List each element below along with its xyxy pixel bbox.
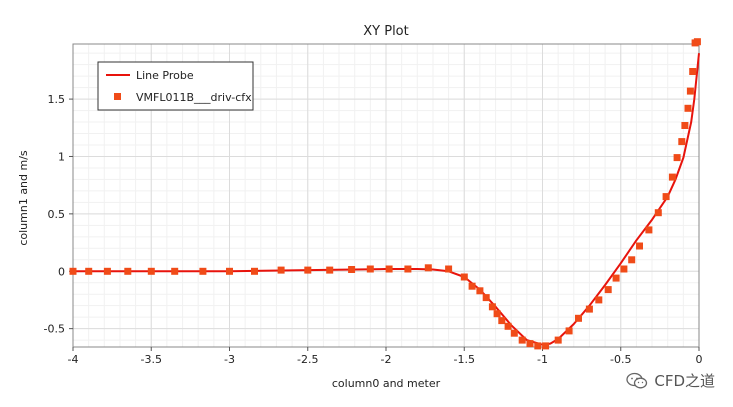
series-marker-point	[482, 294, 490, 302]
series-marker-point	[693, 38, 701, 46]
series-marker-point	[504, 322, 512, 330]
legend-box	[97, 61, 254, 111]
x-tick-label: 0	[696, 353, 703, 366]
series-marker-point	[124, 267, 132, 275]
legend-marker-swatch	[114, 93, 121, 100]
series-marker-point	[673, 154, 681, 162]
series-marker-point	[595, 296, 603, 304]
series-marker-point	[678, 138, 686, 146]
series-marker-point	[565, 327, 573, 335]
series-marker-point	[103, 267, 111, 275]
x-tick-label: -3.5	[141, 353, 162, 366]
series-marker-point	[69, 267, 77, 275]
series-marker-point	[366, 265, 374, 273]
y-tick-label: 0	[58, 265, 65, 278]
watermark-text: CFD之道	[654, 372, 715, 390]
x-tick-label: -1	[537, 353, 548, 366]
legend-label-vmfl: VMFL011B___driv-cfx	[136, 91, 252, 104]
y-tick-label: 1.5	[48, 93, 66, 106]
series-marker-point	[662, 193, 670, 201]
x-tick-label: -4	[68, 353, 79, 366]
watermark: CFD之道	[626, 370, 715, 391]
series-marker-point	[684, 104, 692, 112]
series-marker-point	[645, 226, 653, 234]
series-marker-point	[326, 266, 334, 274]
series-marker-point	[445, 265, 453, 273]
chart-title: XY Plot	[363, 24, 408, 39]
x-tick-label: -3	[224, 353, 235, 366]
series-marker-point	[404, 265, 412, 273]
series-marker-point	[686, 87, 694, 95]
series-marker-point	[510, 329, 518, 337]
series-marker-point	[304, 266, 312, 274]
legend-label-line-probe: Line Probe	[136, 69, 194, 82]
y-tick-label: 1	[58, 150, 65, 163]
y-axis-title: column1 and m/s	[17, 150, 30, 246]
series-marker-point	[612, 274, 620, 282]
series-marker-point	[620, 265, 628, 273]
series-marker-point	[498, 317, 506, 325]
series-marker-point	[460, 273, 468, 281]
y-tick-label: -0.5	[44, 323, 65, 336]
series-marker-point	[681, 122, 689, 129]
series-marker-point	[542, 342, 550, 350]
series-marker-point	[668, 173, 676, 181]
y-tick-label: 0.5	[48, 208, 66, 221]
x-tick-label: -0.5	[610, 353, 631, 366]
legend: Line Probe VMFL011B___driv-cfx	[97, 61, 254, 111]
series-marker-point	[199, 267, 207, 275]
series-marker-point	[554, 336, 562, 344]
series-marker-point	[526, 340, 534, 348]
series-layer	[69, 38, 701, 350]
x-tick-label: -2.5	[297, 353, 318, 366]
x-tick-label: -2	[381, 353, 392, 366]
series-marker-point	[518, 336, 526, 344]
x-tick-label: -1.5	[454, 353, 475, 366]
series-marker-point	[424, 264, 432, 272]
series-marker-point	[385, 265, 393, 273]
series-marker-point	[585, 305, 593, 313]
series-marker-point	[85, 267, 93, 275]
wechat-icon	[626, 372, 648, 388]
series-marker-point	[226, 267, 233, 275]
series-marker-point	[575, 314, 582, 322]
series-marker-point	[654, 209, 662, 217]
series-marker-point	[628, 256, 636, 264]
series-marker-point	[534, 342, 542, 350]
series-marker-point	[476, 287, 484, 295]
series-marker-point	[171, 267, 179, 275]
series-marker-point	[348, 266, 356, 273]
series-marker-point	[251, 267, 258, 275]
series-marker-point	[277, 266, 285, 274]
series-marker-point	[604, 286, 612, 294]
x-axis-title: column0 and meter	[332, 377, 441, 390]
series-marker-point	[147, 267, 155, 275]
series-marker-point	[689, 68, 697, 75]
series-marker-point	[488, 303, 496, 311]
series-marker-point	[468, 282, 476, 290]
series-marker-point	[493, 310, 501, 318]
series-marker-point	[636, 242, 643, 250]
x-axis: -4 -3.5 -3 -2.5 -2 -1.5 -1 -0.5 0	[68, 347, 703, 366]
